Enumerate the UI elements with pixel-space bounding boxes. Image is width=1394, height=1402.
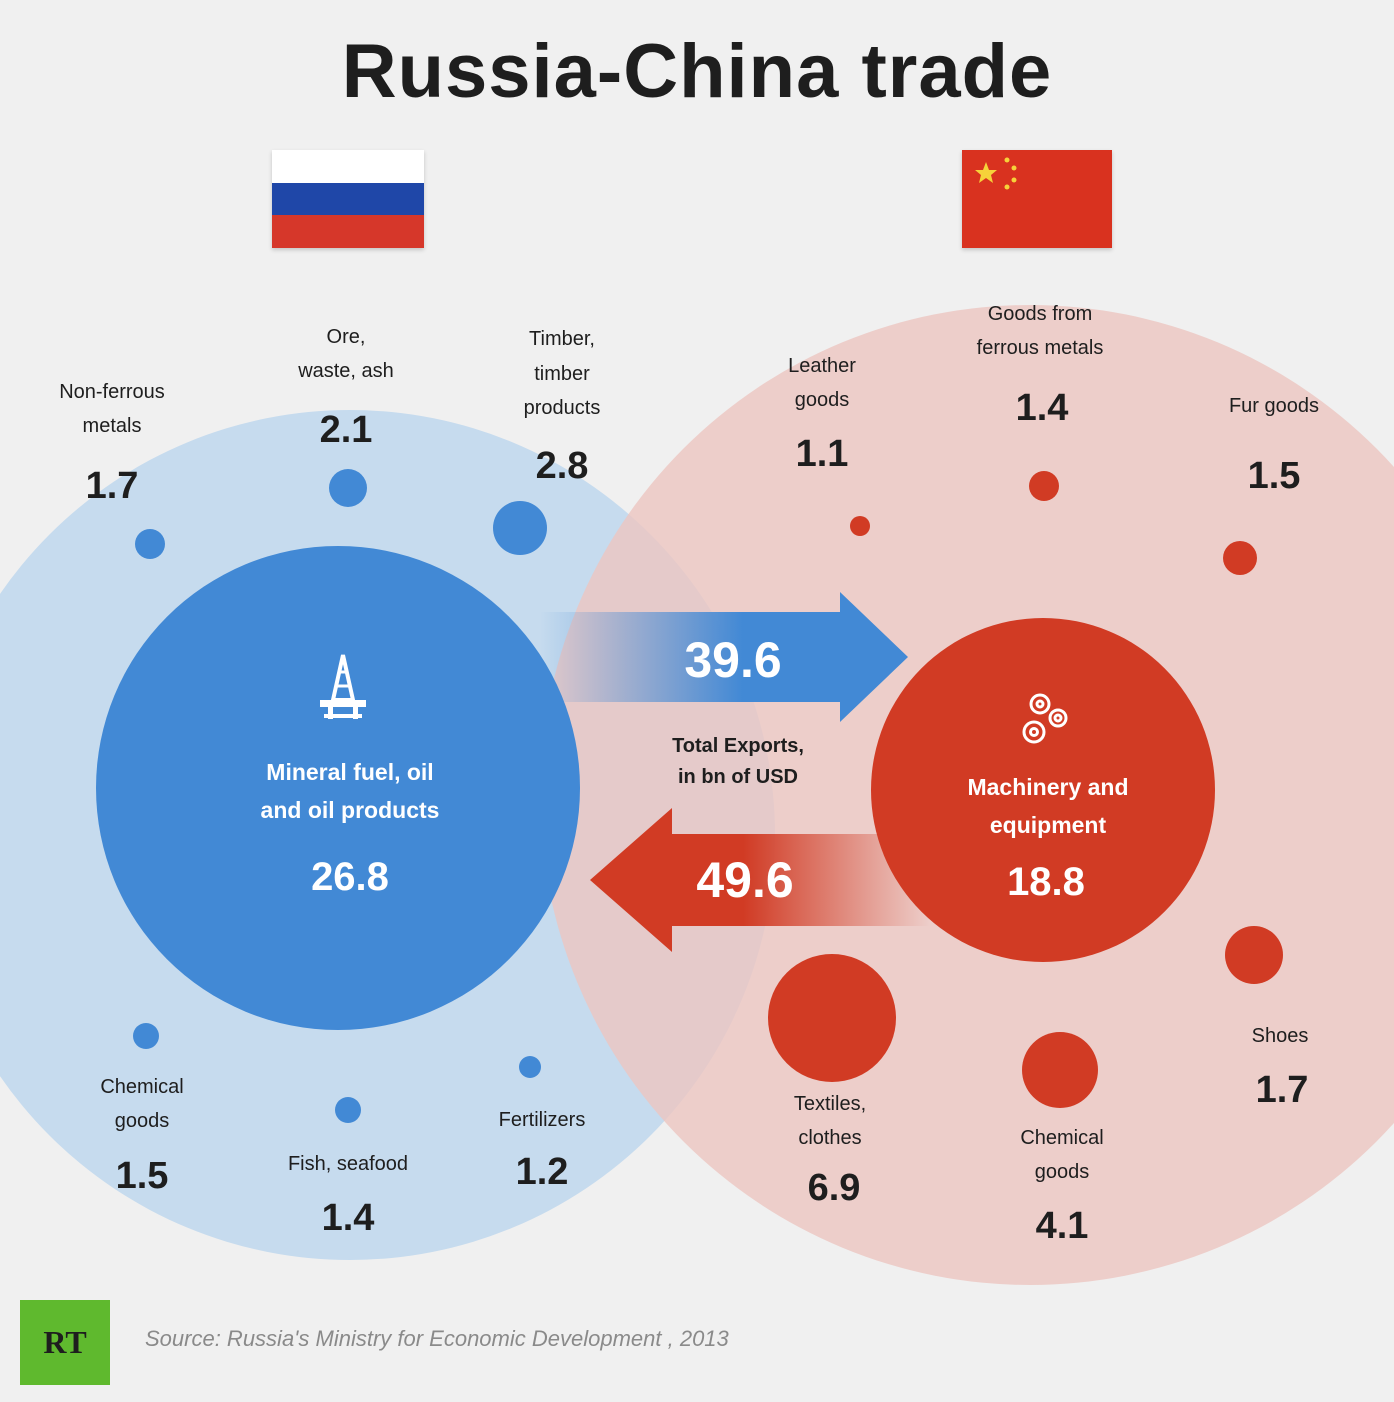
china-center-label-2: equipment <box>990 812 1107 838</box>
china-center-label-1: Machinery and <box>967 774 1128 800</box>
label-ore-2: waste, ash <box>297 360 394 382</box>
bubble-fertilizers <box>519 1056 541 1078</box>
label-ferrous-1: Goods from <box>988 303 1092 325</box>
china-exports <box>768 471 1283 1108</box>
label-cn-chemical-1: Chemical <box>1020 1127 1103 1149</box>
value-ore: 2.1 <box>320 409 373 451</box>
russia-center-value: 26.8 <box>311 855 389 899</box>
label-leather-2: goods <box>795 389 850 411</box>
value-leather: 1.1 <box>796 433 849 475</box>
label-timber-3: products <box>524 397 601 419</box>
value-fish: 1.4 <box>322 1197 375 1239</box>
rt-logo: RT <box>20 1300 110 1385</box>
bubble-ore-waste-ash <box>329 469 367 507</box>
bubble-cn-chemical-goods <box>1022 1032 1098 1108</box>
label-textiles-2: clothes <box>798 1127 861 1149</box>
bubble-fur-goods <box>1223 541 1257 575</box>
chart-title: Russia-China trade <box>341 29 1053 114</box>
label-non-ferrous-2: metals <box>83 415 142 437</box>
flow-value-russia-to-china: 39.6 <box>684 632 781 688</box>
label-textiles-1: Textiles, <box>794 1093 866 1115</box>
bubble-fish-seafood <box>335 1097 361 1123</box>
value-cn-chemical: 4.1 <box>1036 1205 1089 1247</box>
russia-flag-icon <box>272 150 424 248</box>
label-leather-1: Leather <box>788 355 856 377</box>
label-timber-1: Timber, <box>529 328 595 350</box>
oil-derrick-icon <box>320 654 366 719</box>
flow-value-china-to-russia: 49.6 <box>696 852 793 908</box>
export-arrow-russia-to-china <box>540 592 908 722</box>
label-ru-chemical-2: goods <box>115 1110 170 1132</box>
export-arrow-china-to-russia <box>590 808 930 952</box>
value-textiles: 6.9 <box>808 1167 861 1209</box>
russia-center-bubble <box>96 546 580 1030</box>
bubble-non-ferrous-metals <box>135 529 165 559</box>
units-label-1: Total Exports, <box>672 735 804 757</box>
units-label-2: in bn of USD <box>678 766 798 788</box>
value-shoes: 1.7 <box>1256 1069 1309 1111</box>
bubble-ferrous-goods <box>1029 471 1059 501</box>
china-center-bubble <box>871 618 1215 962</box>
china-flag-icon <box>962 150 1112 248</box>
label-timber-2: timber <box>534 363 590 385</box>
bubble-ru-chemical-goods <box>133 1023 159 1049</box>
bubble-timber <box>493 501 547 555</box>
russia-center-label-2: and oil products <box>261 797 440 823</box>
source-note: Source: Russia's Ministry for Economic D… <box>145 1326 729 1351</box>
label-cn-chemical-2: goods <box>1035 1161 1090 1183</box>
russia-exports <box>133 469 547 1123</box>
label-fur-1: Fur goods <box>1229 395 1319 417</box>
china-center-value: 18.8 <box>1007 860 1085 904</box>
value-ferrous: 1.4 <box>1016 387 1069 429</box>
label-ru-chemical-1: Chemical <box>100 1076 183 1098</box>
label-non-ferrous-1: Non-ferrous <box>59 381 165 403</box>
value-fur: 1.5 <box>1248 455 1301 497</box>
label-ferrous-2: ferrous metals <box>977 337 1104 359</box>
label-ore-1: Ore, <box>327 326 366 348</box>
value-fertilizers: 1.2 <box>516 1151 569 1193</box>
value-non-ferrous: 1.7 <box>86 465 139 507</box>
label-fertilizers-1: Fertilizers <box>499 1109 586 1131</box>
bubble-leather-goods <box>850 516 870 536</box>
value-timber: 2.8 <box>536 445 589 487</box>
value-ru-chemical: 1.5 <box>116 1155 169 1197</box>
bubble-shoes <box>1225 926 1283 984</box>
russia-center-label-1: Mineral fuel, oil <box>266 759 433 785</box>
label-shoes-1: Shoes <box>1252 1025 1309 1047</box>
label-fish-1: Fish, seafood <box>288 1153 408 1175</box>
bubble-textiles <box>768 954 896 1082</box>
gears-icon <box>1022 693 1068 744</box>
